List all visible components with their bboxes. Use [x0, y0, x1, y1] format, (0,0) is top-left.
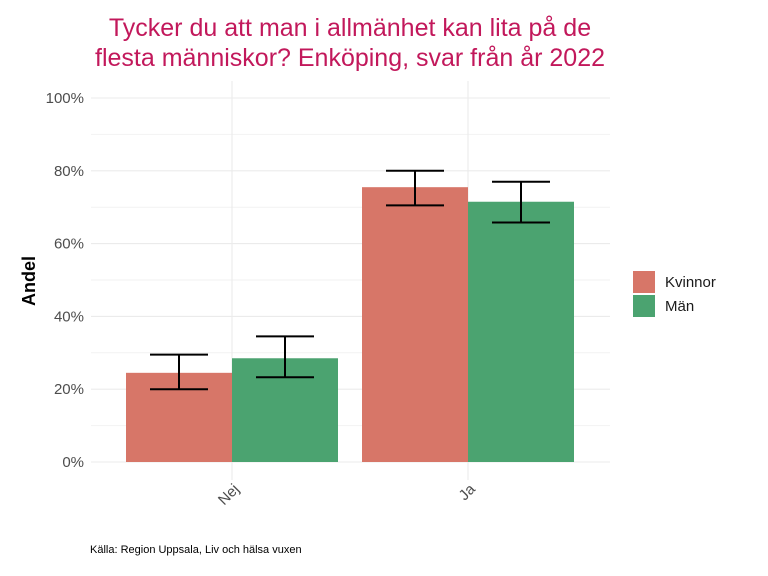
x-tick-label: Ja	[456, 480, 480, 504]
legend-label: Män	[665, 298, 694, 315]
legend-key-kvinnor	[633, 271, 655, 293]
legend-key-män	[633, 295, 655, 317]
y-tick-label: 100%	[46, 90, 84, 107]
bars	[126, 187, 574, 463]
chart-title: Tycker du att man i allmänhet kan lita p…	[95, 14, 605, 72]
legend: Kvinnor Män	[633, 271, 716, 317]
bar-kvinnor-ja	[362, 187, 468, 462]
chart-title-line-1: Tycker du att man i allmänhet kan lita p…	[109, 14, 591, 42]
bar-män-ja	[468, 201, 574, 463]
error-bars	[150, 169, 550, 391]
legend-label: Kvinnor	[665, 274, 716, 291]
x-tick-label: Nej	[215, 481, 243, 509]
y-tick-label: 20%	[54, 381, 84, 398]
y-tick-label: 80%	[54, 163, 84, 180]
x-axis-ticks: Nej Ja	[215, 480, 479, 508]
chart-title-line-2: flesta människor? Enköping, svar från år…	[95, 44, 605, 72]
y-tick-label: 60%	[54, 236, 84, 253]
source-caption: Källa: Region Uppsala, Liv och hälsa vux…	[90, 544, 302, 556]
y-axis-title: Andel	[19, 256, 39, 306]
y-tick-label: 0%	[62, 454, 84, 471]
y-tick-label: 40%	[54, 308, 84, 325]
y-axis-ticks: 0% 20% 40% 60% 80% 100%	[46, 90, 84, 471]
